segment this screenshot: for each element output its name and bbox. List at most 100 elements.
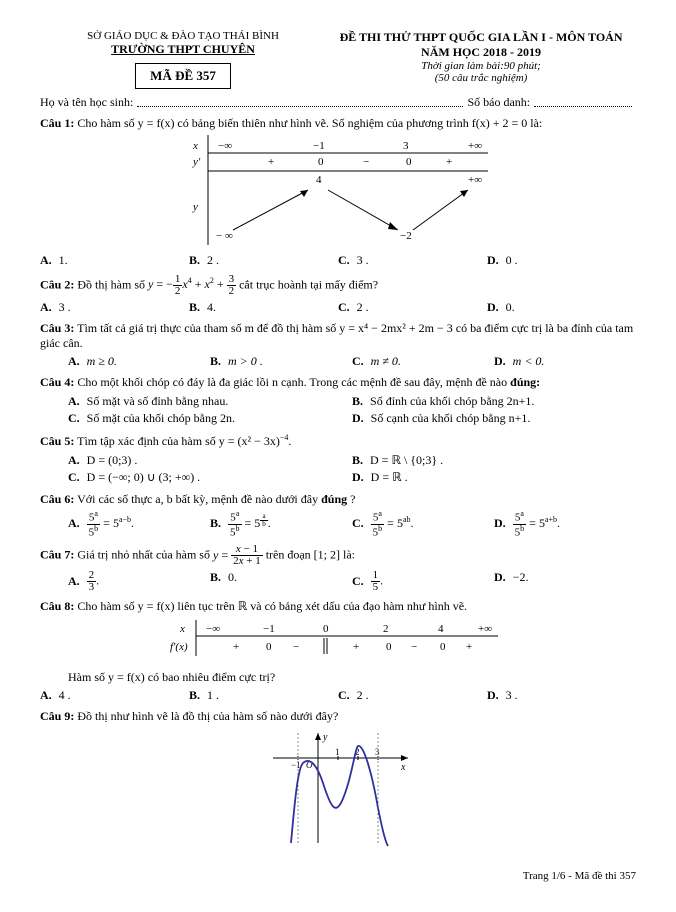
opt-d-label: D. xyxy=(352,470,364,484)
q6-post: ? xyxy=(347,492,355,506)
svg-text:4: 4 xyxy=(438,623,444,635)
opt-b-label: B. xyxy=(210,570,221,584)
q5-d: D = ℝ . xyxy=(371,470,408,484)
svg-text:−: − xyxy=(411,641,417,653)
opt-b-label: B. xyxy=(189,253,200,267)
q4-d: Số cạnh của khối chóp bằng n+1. xyxy=(371,411,531,425)
q3-b: m > 0 . xyxy=(228,354,263,368)
opt-d-label: D. xyxy=(494,354,506,368)
question-5: Câu 5: Tìm tập xác định của hàm số y = (… xyxy=(40,433,636,486)
q1-a: 1. xyxy=(59,253,68,267)
q2-post: cắt trục hoành tại mấy điểm? xyxy=(239,277,378,291)
header: SỞ GIÁO DỤC & ĐÀO TẠO THÁI BÌNH TRƯỜNG T… xyxy=(40,30,636,89)
question-1: Câu 1: Cho hàm số y = f(x) có bảng biến … xyxy=(40,116,636,268)
val-4: 4 xyxy=(316,174,322,186)
q5-label: Câu 5: xyxy=(40,434,74,448)
svg-text:+: + xyxy=(466,641,472,653)
school-line: TRƯỜNG THPT CHUYÊN xyxy=(40,42,326,57)
name-dots xyxy=(137,95,463,107)
q4-b: Số đỉnh của khối chóp bằng 2n+1. xyxy=(370,394,534,408)
q2-options: A. 3 . B. 4. C. 2 . D. 0. xyxy=(40,300,636,315)
q5-text: Tìm tập xác định của hàm số y = (x² − 3x… xyxy=(74,434,280,448)
q1-text: Cho hàm số y = f(x) có bảng biến thiên n… xyxy=(74,116,542,130)
q2-label: Câu 2: xyxy=(40,277,74,291)
row-y: y xyxy=(192,201,198,213)
s-p1: + xyxy=(268,156,274,168)
opt-d-label: D. xyxy=(494,570,506,584)
opt-a-label: A. xyxy=(68,516,80,530)
q4-bold: đúng: xyxy=(510,375,540,389)
question-7: Câu 7: Giá trị nhỏ nhất của hàm số y = x… xyxy=(40,544,636,593)
opt-d-label: D. xyxy=(487,688,499,702)
exam-time: Thời gian làm bài:90 phút; xyxy=(326,60,636,72)
q5-options: A. D = (0;3) . B. D = ℝ \ {0;3} . C. D =… xyxy=(68,452,636,486)
x-inf-l: −∞ xyxy=(218,140,232,152)
q2-d: 0. xyxy=(506,300,515,314)
exam-year: NĂM HỌC 2018 - 2019 xyxy=(326,45,636,60)
opt-b-label: B. xyxy=(352,394,363,408)
q9-label: Câu 9: xyxy=(40,709,74,723)
q8-a: 4 . xyxy=(59,688,71,702)
opt-c-label: C. xyxy=(338,688,350,702)
exam-code-box: MÃ ĐỀ 357 xyxy=(135,63,231,89)
svg-text:f'(x): f'(x) xyxy=(170,641,188,653)
x-m1: −1 xyxy=(313,140,325,152)
row-x: x xyxy=(192,140,198,152)
q8-chart: x f'(x) −∞ −1 0 2 4 +∞ + 0 − + 0 − 0 + xyxy=(40,618,636,664)
x-inf-r: +∞ xyxy=(468,140,482,152)
q3-label: Câu 3: xyxy=(40,321,74,335)
name-label: Họ và tên học sinh: xyxy=(40,95,133,110)
svg-text:x: x xyxy=(400,762,406,773)
q6-bold: đúng xyxy=(321,492,347,506)
opt-b-label: B. xyxy=(210,516,221,530)
svg-text:+∞: +∞ xyxy=(478,623,492,635)
row-yp: y' xyxy=(192,156,201,168)
opt-c-label: C. xyxy=(338,253,350,267)
opt-a-label: A. xyxy=(40,253,52,267)
q8-c: 2 . xyxy=(357,688,369,702)
q1-options: A. 1. B. 2 . C. 3 . D. 0 . xyxy=(40,253,636,268)
svg-text:2: 2 xyxy=(383,623,389,635)
q3-text: Tìm tất cả giá trị thực của tham số m để… xyxy=(40,321,633,350)
opt-b-label: B. xyxy=(189,688,200,702)
student-row: Họ và tên học sinh: Số báo danh: xyxy=(40,95,636,110)
q1-chart: x y' y −∞ −1 3 +∞ + 0 − 0 + 4 −2 − ∞ +∞ xyxy=(40,135,636,249)
question-6: Câu 6: Với các số thực a, b bất kỳ, mệnh… xyxy=(40,492,636,538)
q2-b: 4. xyxy=(207,300,216,314)
svg-text:−: − xyxy=(293,641,299,653)
opt-b-label: B. xyxy=(210,354,221,368)
svg-text:0: 0 xyxy=(440,641,446,653)
q6-options: A. 5a5b = 5a−b. B. 5a5b = 5ab. C. 5a5b =… xyxy=(68,510,636,538)
q1-label: Câu 1: xyxy=(40,116,74,130)
svg-text:−∞: −∞ xyxy=(206,623,220,635)
question-2: Câu 2: Đồ thị hàm số y = −12x4 + x2 + 32… xyxy=(40,274,636,315)
q7-pre: Giá trị nhỏ nhất của hàm số xyxy=(74,548,213,562)
q1-d: 0 . xyxy=(506,253,518,267)
q9-chart: y x O −1 1 2 3 xyxy=(40,728,636,852)
q8-b: 1 . xyxy=(207,688,219,702)
q7-formula: y = x − 12x + 1 xyxy=(213,548,263,562)
q8-text: Cho hàm số y = f(x) liên tục trên ℝ và c… xyxy=(74,599,467,613)
q3-c: m ≠ 0. xyxy=(371,354,401,368)
opt-d-label: D. xyxy=(487,253,499,267)
question-9: Câu 9: Đồ thị như hình vẽ là đồ thị của … xyxy=(40,709,636,852)
svg-text:0: 0 xyxy=(323,623,329,635)
id-label: Số báo danh: xyxy=(467,95,530,110)
opt-a-label: A. xyxy=(68,354,80,368)
q7-label: Câu 7: xyxy=(40,548,74,562)
svg-text:x: x xyxy=(179,623,185,635)
x-3: 3 xyxy=(403,140,409,152)
q5-a: D = (0;3) . xyxy=(87,453,138,467)
opt-d-label: D. xyxy=(352,411,364,425)
q6-text: Với các số thực a, b bất kỳ, mệnh đề nào… xyxy=(74,492,321,506)
q4-text: Cho một khối chóp có đáy là đa giác lồi … xyxy=(74,375,510,389)
s-p2: + xyxy=(446,156,452,168)
q4-c: Số mặt của khối chóp bằng 2n. xyxy=(87,411,235,425)
q2-c: 2 . xyxy=(357,300,369,314)
q5-c: D = (−∞; 0) ∪ (3; +∞) . xyxy=(87,470,201,484)
org-line: SỞ GIÁO DỤC & ĐÀO TẠO THÁI BÌNH xyxy=(40,30,326,42)
svg-text:+: + xyxy=(353,641,359,653)
svg-text:0: 0 xyxy=(266,641,272,653)
question-3: Câu 3: Tìm tất cả giá trị thực của tham … xyxy=(40,321,636,369)
q2-formula: y = −12x4 + x2 + 32 xyxy=(148,277,236,291)
